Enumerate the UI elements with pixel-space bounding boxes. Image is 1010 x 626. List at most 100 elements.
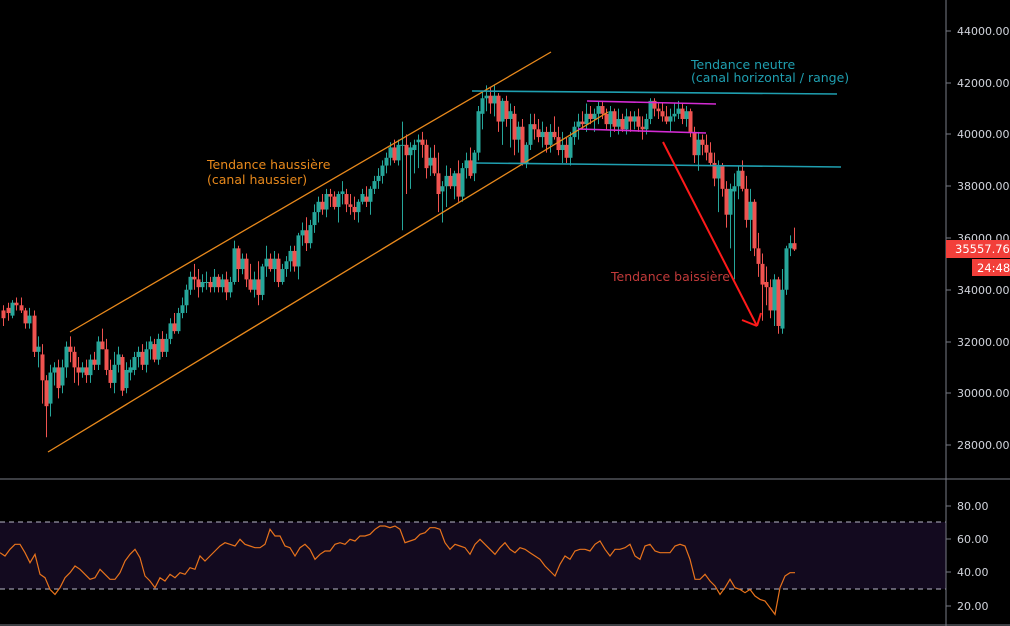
candle: [668, 108, 673, 132]
candle: [368, 186, 373, 215]
candle: [788, 235, 793, 257]
candle: [120, 354, 125, 396]
candle: [444, 165, 449, 207]
candle: [276, 253, 281, 288]
candle: [236, 245, 241, 282]
candle: [660, 103, 665, 122]
candle: [420, 131, 425, 158]
price-tick: 34000.00: [946, 284, 1010, 297]
candle: [464, 152, 469, 179]
candle: [448, 168, 453, 189]
candle: [60, 359, 65, 394]
candle: [348, 194, 353, 215]
rsi-tick: 40.00: [946, 566, 989, 579]
candle: [104, 338, 109, 376]
candle: [712, 152, 717, 187]
candle: [496, 93, 501, 132]
range-upper-line[interactable]: [586, 100, 717, 105]
candle: [128, 359, 133, 381]
trendlines: [47, 51, 842, 453]
rsi-axis[interactable]: 80.00 60.00 40.00 20.00: [946, 500, 989, 613]
candle: [376, 168, 381, 189]
candle: [556, 126, 561, 156]
candle: [768, 279, 773, 319]
candle: [208, 276, 213, 293]
candle: [360, 188, 365, 205]
candle: [36, 336, 41, 368]
range-lower-line[interactable]: [577, 128, 707, 134]
candle: [152, 338, 157, 363]
candle: [552, 116, 557, 140]
candle: [764, 266, 769, 306]
candle: [708, 142, 713, 166]
candle: [228, 276, 233, 298]
neutral-lower-line[interactable]: [474, 162, 842, 168]
price-tick: 40000.00: [946, 128, 1010, 141]
candle: [756, 232, 761, 277]
candle: [19, 297, 24, 314]
candle: [588, 106, 593, 125]
candle: [268, 253, 273, 272]
candle: [88, 354, 93, 383]
candle: [156, 333, 161, 365]
price-tick: 42000.00: [946, 77, 1010, 90]
candle: [100, 328, 105, 350]
candle: [324, 188, 329, 218]
candle: [304, 217, 309, 251]
candle: [720, 162, 725, 197]
price-tick: 30000.00: [946, 387, 1010, 400]
candle: [460, 162, 465, 202]
candle: [684, 106, 689, 127]
candle: [184, 284, 189, 314]
bar-countdown: 24:48: [977, 261, 1010, 275]
candle: [364, 186, 369, 207]
candle: [380, 160, 385, 184]
candle: [608, 106, 613, 138]
arrow-head-icon: [741, 312, 762, 327]
candle: [704, 134, 709, 161]
neutral-upper-line[interactable]: [471, 90, 838, 95]
rsi-tick: 80.00: [946, 500, 989, 513]
current-price-value: 35557.76: [955, 242, 1010, 256]
candle: [216, 274, 221, 293]
candle: [488, 87, 493, 114]
candle: [232, 240, 237, 285]
candle: [432, 144, 437, 176]
candle: [224, 271, 229, 301]
candle: [280, 263, 285, 285]
candle: [436, 152, 441, 213]
uptrend-upper-line[interactable]: [69, 51, 552, 333]
candle: [424, 139, 429, 179]
candle: [516, 121, 521, 153]
svg-text:40000.00: 40000.00: [957, 128, 1010, 141]
candle: [92, 351, 97, 370]
price-tick: 38000.00: [946, 180, 1010, 193]
candle: [204, 271, 209, 290]
candle: [80, 362, 85, 378]
candle: [352, 196, 357, 220]
svg-text:80.00: 80.00: [957, 500, 989, 513]
candle: [416, 134, 421, 169]
candle: [140, 344, 145, 370]
rsi-tick: 60.00: [946, 533, 989, 546]
candle: [136, 346, 141, 368]
candle: [604, 108, 609, 130]
candle: [532, 113, 537, 140]
candle: [372, 175, 377, 195]
uptrend-label-line1: Tendance haussière: [206, 157, 331, 172]
candle: [188, 271, 193, 295]
uptrend-lower-line[interactable]: [47, 111, 609, 453]
candle: [404, 134, 409, 195]
candle: [576, 113, 581, 140]
candle: [700, 134, 705, 156]
candle: [520, 118, 525, 166]
rsi-band: [0, 522, 946, 589]
svg-text:40.00: 40.00: [957, 566, 989, 579]
downtrend-arrow-shaft[interactable]: [662, 141, 758, 327]
svg-text:30000.00: 30000.00: [957, 387, 1010, 400]
candle: [792, 227, 797, 251]
candle: [468, 147, 473, 179]
candle: [64, 341, 69, 378]
candle: [776, 276, 781, 334]
